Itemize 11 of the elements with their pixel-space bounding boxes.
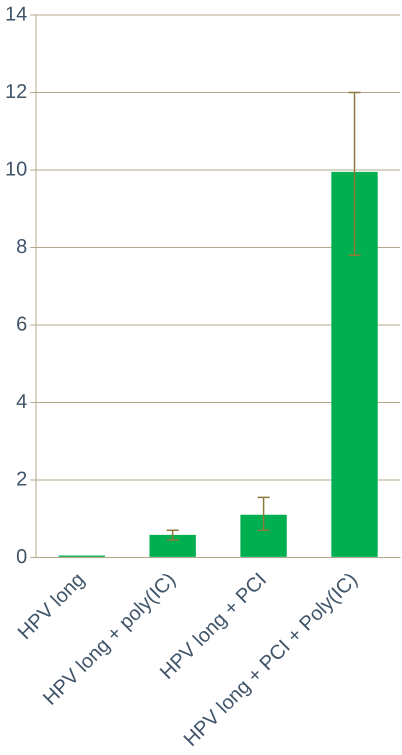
y-tick-label: 10: [4, 158, 28, 180]
bar: [240, 514, 287, 557]
y-tick-label: 12: [4, 81, 28, 103]
y-tick-label: 0: [16, 546, 28, 568]
bar: [331, 172, 378, 557]
y-tick-label: 4: [16, 390, 28, 413]
y-tick-label: 14: [4, 4, 28, 26]
y-tick-label: 6: [16, 313, 28, 336]
y-tick-label: 8: [16, 236, 28, 258]
y-tick-label: 2: [16, 468, 28, 490]
bar: [149, 534, 196, 557]
